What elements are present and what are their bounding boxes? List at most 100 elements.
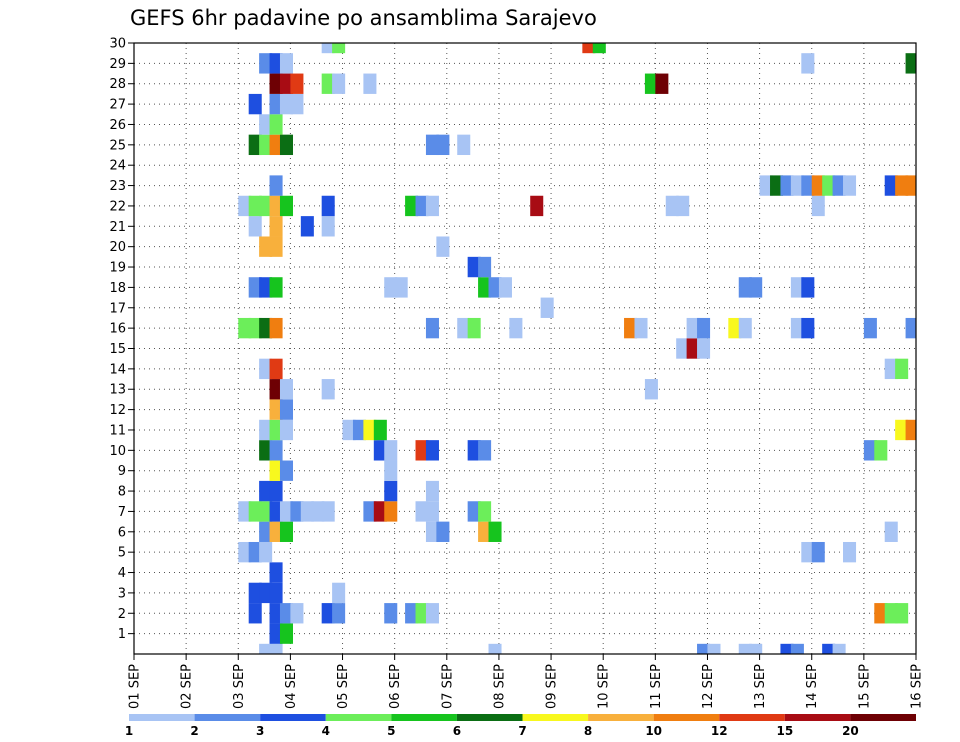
heatmap-cell [321,603,335,624]
heatmap-cell [248,195,262,217]
heatmap-cell [269,501,283,522]
heatmap-cell [425,603,439,624]
heatmap-cell [415,501,429,522]
heatmap-cell [290,93,304,115]
heatmap-cell [801,53,815,74]
heatmap-cell [259,114,273,135]
y-tick-label: 7 [118,505,126,520]
heatmap-cell [384,603,398,624]
heatmap-cell [311,501,325,522]
y-tick-label: 22 [109,199,126,214]
heatmap-cell [884,603,898,624]
heatmap-cell [665,195,679,217]
heatmap-cell [425,134,439,156]
y-tick-label: 1 [118,627,126,642]
heatmap-cell [279,603,294,624]
x-tick-label: 10 SEP [597,664,612,709]
heatmap-cell [759,175,773,196]
heatmap-cell [509,317,523,339]
heatmap-cell [238,501,252,522]
colorbar-label: 1 [125,724,133,738]
heatmap-cell [269,277,283,298]
y-tick-label: 24 [109,159,126,174]
colorbar-label: 7 [518,724,526,738]
heatmap-cell [425,317,439,339]
heatmap-cell [269,399,283,420]
heatmap-cell [384,480,398,502]
colorbar-swatch [194,714,261,721]
colorbar: 1 2 3 4 5 6 7 8 10 12 15 20 [125,714,916,738]
heatmap-cell [874,440,888,461]
heatmap-cell [895,603,909,624]
heatmap-cell [676,195,690,217]
heatmap-cell [790,643,804,654]
heatmap-cell [895,419,909,441]
heatmap-cell [478,440,492,461]
heatmap-cell [259,521,273,542]
heatmap-cell [697,338,711,359]
heatmap-cell [248,317,262,339]
heatmap-cell [697,317,711,339]
heatmap-cell [269,53,283,74]
heatmap-cell [259,501,273,522]
y-tick-label: 14 [109,362,126,377]
heatmap-cell [801,541,815,563]
heatmap-cell [749,277,763,298]
colorbar-swatch [260,714,326,721]
heatmap-cell [248,216,262,237]
heatmap-cell [363,501,377,522]
y-tick-label: 16 [109,322,126,337]
heatmap-cell [478,521,492,542]
heatmap-cell [498,277,512,298]
colorbar-swatch [719,714,785,721]
heatmap-cell [843,541,857,563]
colorbar-swatch [653,714,720,721]
heatmap-cell [321,216,335,237]
heatmap-cell [415,195,429,217]
heatmap-cell [790,175,804,196]
heatmap-cell [248,93,262,115]
heatmap-cell [467,256,481,278]
heatmap-cell [259,134,273,156]
heatmap-cell [279,399,294,420]
heatmap-cell [259,236,273,257]
heatmap-cell [269,480,283,502]
heatmap-cell [832,643,846,654]
heatmap-cell [269,582,283,604]
y-tick-label: 23 [109,179,126,194]
y-tick-label: 27 [109,98,126,113]
y-tick-label: 5 [118,546,126,561]
colorbar-label: 10 [645,724,662,738]
heatmap-cell [363,419,377,441]
heatmap-cell [425,501,439,522]
heatmap-cell [540,297,554,318]
heatmap-cell [269,236,283,257]
heatmap-cell [415,440,429,461]
y-tick-label: 4 [118,566,126,581]
x-tick-label: 08 SEP [492,664,507,709]
heatmap-cell [811,541,825,563]
heatmap-cell [425,440,439,461]
heatmap-cell [279,53,294,74]
colorbar-label: 15 [776,724,793,738]
y-tick-label: 9 [118,464,126,479]
heatmap-cell [279,419,294,441]
heatmap-cell [405,195,419,217]
x-tick-label: 05 SEP [336,664,351,709]
colorbar-swatch [522,714,589,721]
heatmap-cell [279,460,294,481]
heatmap-cell [707,643,721,654]
heatmap-cell [248,277,262,298]
colorbar-label: 3 [256,724,264,738]
heatmap-cell [279,195,294,217]
heatmap-cell [321,195,335,217]
heatmap-cell [738,317,752,339]
heatmap-cell [248,603,262,624]
y-tick-label: 6 [118,525,126,540]
heatmap-cell [832,175,846,196]
heatmap-cell [801,317,815,339]
colorbar-swatch [588,714,654,721]
heatmap-cell [686,338,700,359]
y-tick-label: 19 [109,261,126,276]
